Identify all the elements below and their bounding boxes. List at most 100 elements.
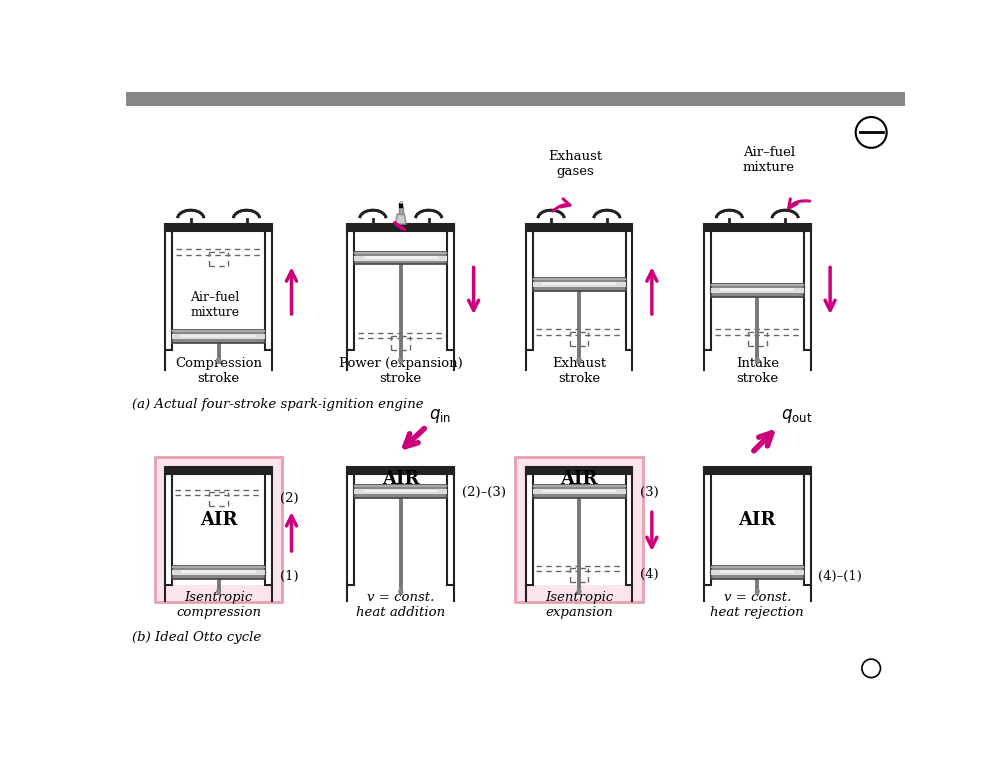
Polygon shape [395,214,406,224]
Bar [182,571,256,573]
Bar [354,485,447,487]
Bar [711,570,804,574]
Bar [542,283,616,285]
Text: (1): (1) [279,570,298,583]
Bar [400,201,402,203]
Text: AIR: AIR [560,470,598,488]
Bar [182,335,256,337]
Bar [172,566,265,567]
Text: Power (expansion)
stroke: Power (expansion) stroke [339,357,462,384]
Bar [533,231,625,350]
Text: v = const.
heat rejection: v = const. heat rejection [711,591,804,619]
Text: (3): (3) [640,486,659,499]
Text: Air–fuel
mixture: Air–fuel mixture [743,146,795,174]
Bar [265,468,272,585]
Bar [354,256,447,260]
Bar [704,467,811,474]
Circle shape [216,358,221,363]
Bar [172,566,265,578]
Bar [165,468,172,585]
Bar [354,489,447,494]
Circle shape [577,358,581,363]
Bar [533,474,625,585]
Bar [172,330,265,333]
Bar [364,256,438,259]
Circle shape [217,590,220,594]
Bar [526,224,632,231]
Bar [625,468,632,585]
Bar [399,203,402,207]
Bar [711,566,804,578]
Circle shape [755,358,760,363]
Bar [348,467,454,474]
Circle shape [577,590,581,594]
Bar [542,490,616,492]
Bar [348,226,354,350]
Text: AIR: AIR [382,470,419,488]
Bar [711,231,804,350]
Text: AIR: AIR [200,511,237,529]
Bar [165,226,172,350]
Bar [172,570,265,574]
Bar [172,474,265,585]
Bar [165,467,272,474]
Bar [348,224,454,231]
Circle shape [756,590,759,594]
Circle shape [399,358,403,363]
Bar [711,288,804,293]
Bar [172,231,265,350]
Bar [704,468,711,585]
Bar [704,224,811,231]
Bar [172,330,265,343]
Text: (2)–(3): (2)–(3) [462,486,506,499]
Bar [354,231,447,350]
Text: (2): (2) [279,491,298,504]
Bar [354,252,447,253]
Bar [711,566,804,567]
Bar [711,474,804,585]
Bar [354,485,447,498]
Bar [526,226,533,350]
Text: Isentropic
expansion: Isentropic expansion [545,591,613,619]
Bar [533,282,625,287]
Text: Isentropic
compression: Isentropic compression [176,591,261,619]
Bar [533,278,625,280]
Bar [447,226,454,350]
Bar [526,467,632,474]
Text: (a) Actual four-stroke spark-ignition engine: (a) Actual four-stroke spark-ignition en… [132,398,423,411]
Bar [533,278,625,291]
Text: (b) Ideal Otto cycle: (b) Ideal Otto cycle [132,631,261,644]
Text: (4)–(1): (4)–(1) [818,570,862,583]
Bar [711,284,804,286]
Bar [447,468,454,585]
Text: Exhaust
gases: Exhaust gases [548,150,602,178]
Bar [126,92,904,106]
Bar [804,468,811,585]
Bar [348,468,354,585]
Text: Compression
stroke: Compression stroke [175,357,262,384]
Bar [172,334,265,340]
Text: $q_{\mathregular{out}}$: $q_{\mathregular{out}}$ [781,407,813,425]
Bar [704,226,711,350]
Bar [265,226,272,350]
Text: Intake
stroke: Intake stroke [736,357,779,384]
Bar [165,224,272,231]
Bar [804,226,811,350]
Bar [364,490,438,492]
Text: Exhaust
stroke: Exhaust stroke [552,357,606,384]
Bar [526,468,533,585]
Bar [354,252,447,264]
Bar [711,284,804,296]
Bar [625,226,632,350]
Bar [533,489,625,494]
Text: AIR: AIR [739,511,776,529]
Bar [533,485,625,498]
Text: Air–fuel
mixture: Air–fuel mixture [190,291,239,319]
Bar [516,457,642,602]
Text: $q_{\mathregular{in}}$: $q_{\mathregular{in}}$ [429,407,451,425]
Text: v = const.
heat addition: v = const. heat addition [356,591,445,619]
Bar [720,571,794,573]
Bar [399,207,403,214]
Bar [354,474,447,585]
Bar [155,457,282,602]
